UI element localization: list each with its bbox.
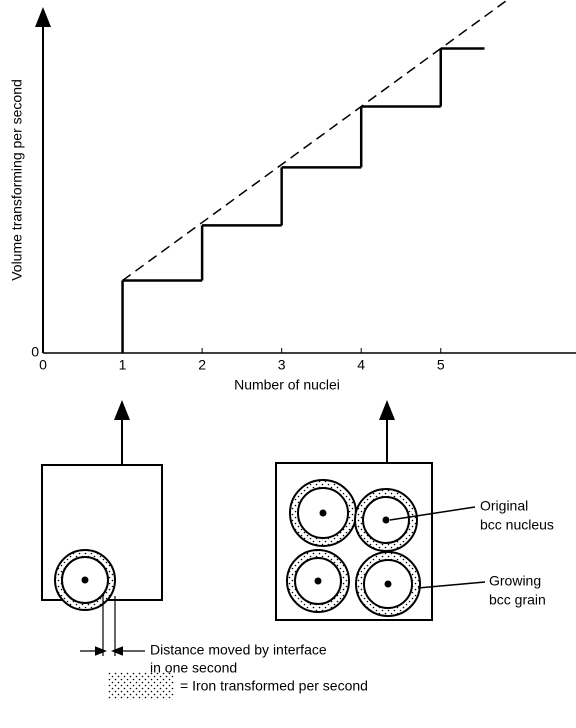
grain [54,549,116,611]
x-tick-label: 5 [437,357,445,373]
y-axis-title: Volume transforming per second [9,79,25,281]
leader-line [417,581,486,589]
label: Original [480,498,528,514]
y-tick-label: 0 [31,344,39,360]
label: Growing [489,573,541,589]
grain [354,488,418,552]
diagrams [41,400,486,700]
x-tick-label: 0 [39,357,47,373]
label: Distance moved by interface [150,642,327,658]
label: bcc grain [489,592,546,608]
grain [355,551,421,617]
x-tick-label: 2 [198,357,206,373]
grain [289,479,357,547]
x-axis-title: Number of nuclei [234,377,340,393]
label: bcc nucleus [480,517,554,533]
x-tick-label: 4 [357,357,365,373]
label: in one second [150,660,237,676]
x-tick-label: 1 [119,357,127,373]
leader-line [389,506,476,521]
x-tick-label: 3 [278,357,286,373]
chart: 0 1 2 3 4 5 0 [31,0,576,373]
legend-label: = Iron transformed per second [180,678,368,694]
box [275,462,433,621]
trend-line [122,0,509,282]
legend-swatch [108,672,174,700]
grain [286,549,350,613]
